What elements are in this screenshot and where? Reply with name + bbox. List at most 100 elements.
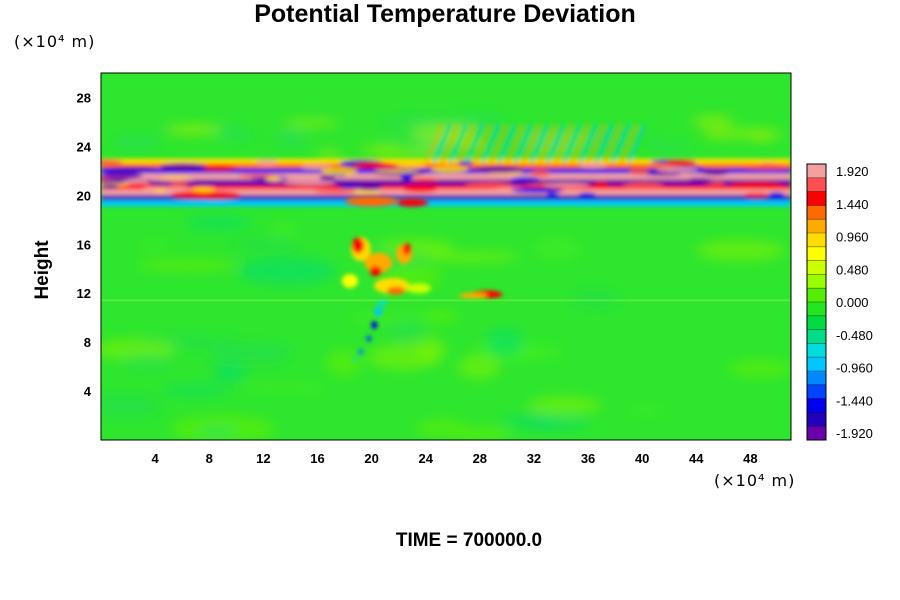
x-tick-label: 40 <box>635 451 649 466</box>
cold-tail-blob <box>374 306 383 317</box>
colorbar-swatch <box>807 191 826 206</box>
wave-streak <box>530 123 549 165</box>
layer-band <box>101 200 791 207</box>
layer-band <box>101 158 791 166</box>
field-blob <box>527 396 603 415</box>
layer-wave <box>264 176 280 181</box>
layer-wave <box>578 192 596 198</box>
cold-tail-blob <box>371 321 378 330</box>
plume-blob <box>402 243 411 256</box>
layer-wave <box>464 181 513 189</box>
field-blob <box>348 312 433 326</box>
y-tick-label: 20 <box>77 188 91 203</box>
y-tick-label: 28 <box>77 90 91 105</box>
x-tick-label: 8 <box>206 451 213 466</box>
layer-wave <box>542 182 590 188</box>
layer-wave <box>398 184 445 189</box>
field-blob <box>238 257 337 285</box>
layer-wave <box>101 172 143 180</box>
x-tick-label: 44 <box>689 451 704 466</box>
colorbar-label: 1.440 <box>836 197 869 212</box>
layer-wave <box>170 191 216 199</box>
colorbar-swatch <box>807 412 826 427</box>
upper-wave <box>642 138 668 144</box>
colorbar-swatch <box>807 288 826 303</box>
upper-wave <box>448 115 507 125</box>
field-blob <box>170 415 276 440</box>
upper-wave <box>165 124 222 135</box>
layer-wave <box>511 187 564 194</box>
colorbar-swatch <box>807 315 826 331</box>
layer-wave <box>665 159 696 166</box>
field-blob <box>455 427 512 440</box>
colorbar-swatch <box>807 384 826 400</box>
layer-wave <box>338 184 361 189</box>
x-tick-label: 32 <box>527 451 541 466</box>
plume-blob <box>396 198 429 207</box>
layer-wave <box>628 168 650 175</box>
plume-blob <box>352 237 365 254</box>
colorbar-label: 1.920 <box>836 164 869 179</box>
layer-wave <box>355 182 382 191</box>
wave-streak <box>538 123 557 165</box>
x-tick-label: 36 <box>581 451 595 466</box>
x-tick-label: 28 <box>473 451 487 466</box>
layer-wave <box>319 174 335 181</box>
colorbar-swatch <box>807 219 826 234</box>
field-blob <box>269 221 301 237</box>
plume-blob <box>345 196 398 207</box>
upper-wave <box>317 150 341 160</box>
layer-wave <box>546 193 559 198</box>
layer-wave <box>101 159 124 164</box>
x-tick-label: 16 <box>310 451 324 466</box>
wave-streak <box>457 123 476 165</box>
y-tick-label: 24 <box>77 139 92 154</box>
field-blob <box>532 236 581 261</box>
cold-tail-blob <box>358 348 364 355</box>
upper-wave <box>410 125 478 136</box>
wave-streak <box>570 123 590 165</box>
layer-band <box>101 189 791 197</box>
colorbar-swatch <box>807 233 826 248</box>
colorbar-swatch <box>807 357 826 372</box>
upper-wave <box>380 117 454 124</box>
layer-wave <box>314 189 357 194</box>
layer-wave <box>743 192 770 198</box>
upper-wave <box>277 130 306 139</box>
x-tick-label: 4 <box>152 451 160 466</box>
layer-band <box>101 185 791 192</box>
y-tick-label: 16 <box>77 237 91 252</box>
layer-wave <box>768 192 785 199</box>
upper-wave <box>283 119 340 127</box>
colorbar-swatch <box>807 164 826 179</box>
layer-wave <box>374 169 420 174</box>
y-tick-label: 12 <box>77 286 91 301</box>
wave-streak <box>473 123 492 165</box>
wave-streak <box>448 123 468 165</box>
field-blob <box>238 382 328 394</box>
layer-band <box>101 173 791 182</box>
wave-streak <box>578 123 598 165</box>
wave-streak <box>440 123 460 165</box>
field-blob <box>422 251 521 263</box>
upper-wave <box>691 116 735 127</box>
field-blob <box>199 427 236 436</box>
plume-blob <box>369 266 382 277</box>
inversion-line <box>101 299 791 302</box>
layer-wave <box>395 164 428 168</box>
x-tick-label: 20 <box>364 451 378 466</box>
layer-wave <box>685 177 714 185</box>
field-blob <box>569 291 622 307</box>
field-blob <box>457 355 500 379</box>
wave-streak <box>505 123 525 165</box>
wave-streak <box>424 123 444 165</box>
field-blob <box>500 415 563 427</box>
cold-tail-blob <box>377 299 388 306</box>
x-unit-label: (×10⁴ m) <box>714 471 796 490</box>
upper-wave <box>365 149 444 158</box>
y-tick-label: 8 <box>84 335 91 350</box>
upper-wave <box>112 137 161 148</box>
colorbar-label: 0.000 <box>836 295 869 310</box>
layer-wave <box>237 174 277 178</box>
layer-wave <box>159 162 208 170</box>
